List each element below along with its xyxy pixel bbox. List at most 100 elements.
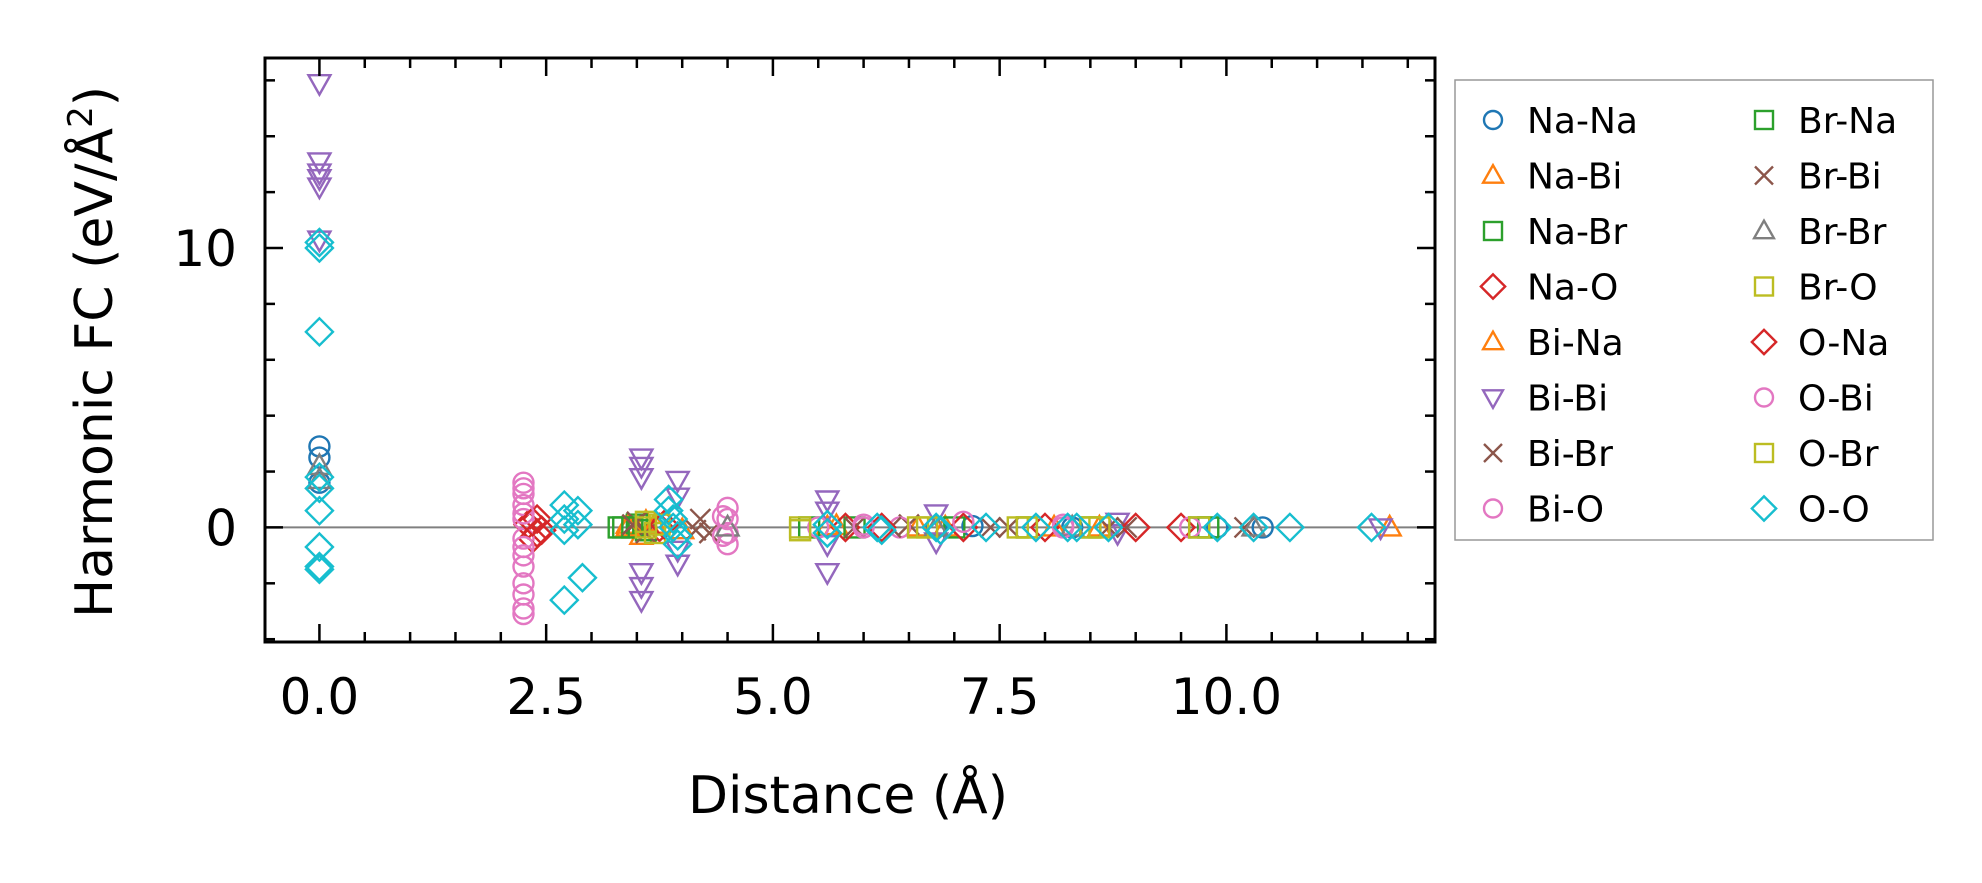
data-point: [915, 516, 939, 539]
legend-label: Na-O: [1527, 268, 1618, 309]
data-point: [662, 529, 693, 560]
series-o-o: [304, 227, 1387, 616]
data-point: [512, 502, 535, 525]
data-point: [664, 487, 691, 511]
data-point: [512, 602, 535, 626]
legend-label: Na-Br: [1527, 212, 1627, 253]
data-point: [628, 467, 655, 492]
data-point: [1061, 512, 1092, 543]
legend-marker: [1482, 498, 1504, 519]
legend-marker: [1752, 218, 1776, 240]
legend-marker: [1753, 387, 1775, 408]
data-point: [1015, 516, 1039, 539]
data-point: [306, 163, 333, 187]
legend-label: O-Bi: [1798, 379, 1874, 420]
series-o-bi: [512, 477, 1075, 595]
legend-label: Bi-Br: [1527, 434, 1613, 475]
data-point: [304, 495, 335, 526]
data-point: [517, 506, 548, 538]
legend-item-bi-bi: Bi-Bi: [1481, 379, 1608, 420]
legend-marker: [1481, 329, 1505, 351]
data-point: [304, 227, 335, 258]
legend-label: Br-Bi: [1798, 157, 1882, 198]
data-point: [1052, 512, 1083, 543]
legend-marker: [1481, 162, 1505, 184]
x-tick-label: 10.0: [1171, 668, 1282, 726]
data-point: [628, 576, 655, 601]
legend-marker: [1481, 389, 1505, 411]
x-tick-label: 2.5: [506, 668, 586, 726]
legend-item-br-bi: Br-Bi: [1754, 157, 1882, 198]
x-tick-label: 5.0: [733, 668, 813, 726]
data-point: [306, 73, 333, 98]
data-point: [562, 509, 594, 540]
data-point: [308, 471, 331, 494]
data-point: [814, 490, 841, 514]
data-point: [628, 562, 655, 587]
data-point: [1020, 512, 1052, 543]
data-point: [1104, 523, 1131, 547]
data-point: [512, 493, 535, 517]
data-point: [657, 512, 689, 543]
y-axis-title-superscript: 2: [61, 106, 101, 128]
legend-label: Br-Na: [1798, 101, 1897, 142]
x-tick-label: 7.5: [960, 668, 1040, 726]
data-point: [1367, 518, 1394, 542]
data-point: [512, 471, 535, 494]
data-point: [304, 316, 335, 348]
legend-item-na-o: Na-O: [1479, 268, 1618, 309]
data-point: [628, 456, 655, 480]
data-point: [512, 572, 535, 595]
legend-item-br-na: Br-Na: [1753, 101, 1897, 142]
data-point: [657, 503, 689, 535]
data-point: [812, 509, 843, 540]
legend-label: Na-Na: [1527, 101, 1638, 142]
data-point: [1120, 512, 1151, 543]
data-point: [689, 508, 712, 530]
data-point: [304, 554, 335, 585]
data-point: [306, 152, 333, 176]
data-point: [852, 516, 875, 539]
y-axis-title-main: Harmonic FC (eV/Å: [63, 127, 125, 618]
legend-item-na-bi: Na-Bi: [1481, 157, 1622, 198]
legend-item-bi-br: Bi-Br: [1483, 434, 1613, 475]
data-point: [716, 507, 739, 531]
legend-item-bi-o: Bi-O: [1482, 490, 1604, 531]
data-point: [549, 584, 580, 616]
legend-marker: [1750, 328, 1778, 356]
legend-marker: [1482, 220, 1504, 242]
plot-frame: [263, 56, 1437, 644]
legend-item-o-o: O-O: [1750, 490, 1870, 531]
data-point: [814, 501, 841, 525]
data-point: [562, 495, 594, 526]
data-point: [788, 519, 812, 542]
legend-item-br-o: Br-O: [1753, 268, 1878, 309]
data-point: [1115, 516, 1138, 539]
data-point: [1238, 512, 1269, 543]
legend-label: Bi-Na: [1527, 323, 1624, 364]
data-point: [662, 520, 693, 552]
data-point: [812, 517, 843, 549]
legend-item-na-na: Na-Na: [1482, 101, 1638, 142]
data-point: [304, 232, 335, 264]
legend-item-na-br: Na-Br: [1482, 212, 1627, 253]
legend-label: O-Br: [1798, 434, 1879, 475]
legend-marker: [1753, 109, 1775, 131]
data-point: [304, 461, 335, 493]
data-point: [814, 562, 841, 587]
data-point: [1356, 512, 1387, 543]
x-axis-title: Distance (Å): [688, 764, 1008, 826]
data-point: [304, 531, 335, 563]
legend-label: Bi-Bi: [1527, 379, 1608, 420]
data-point: [1240, 513, 1267, 537]
legend-label: O-O: [1798, 490, 1870, 531]
data-point: [862, 512, 893, 543]
series-bi-o: [512, 471, 1202, 626]
data-point: [621, 516, 644, 539]
legend-label: Na-Bi: [1527, 157, 1622, 198]
data-point: [952, 510, 975, 534]
data-point: [512, 597, 535, 620]
data-point: [304, 473, 335, 504]
data-point: [628, 590, 655, 615]
